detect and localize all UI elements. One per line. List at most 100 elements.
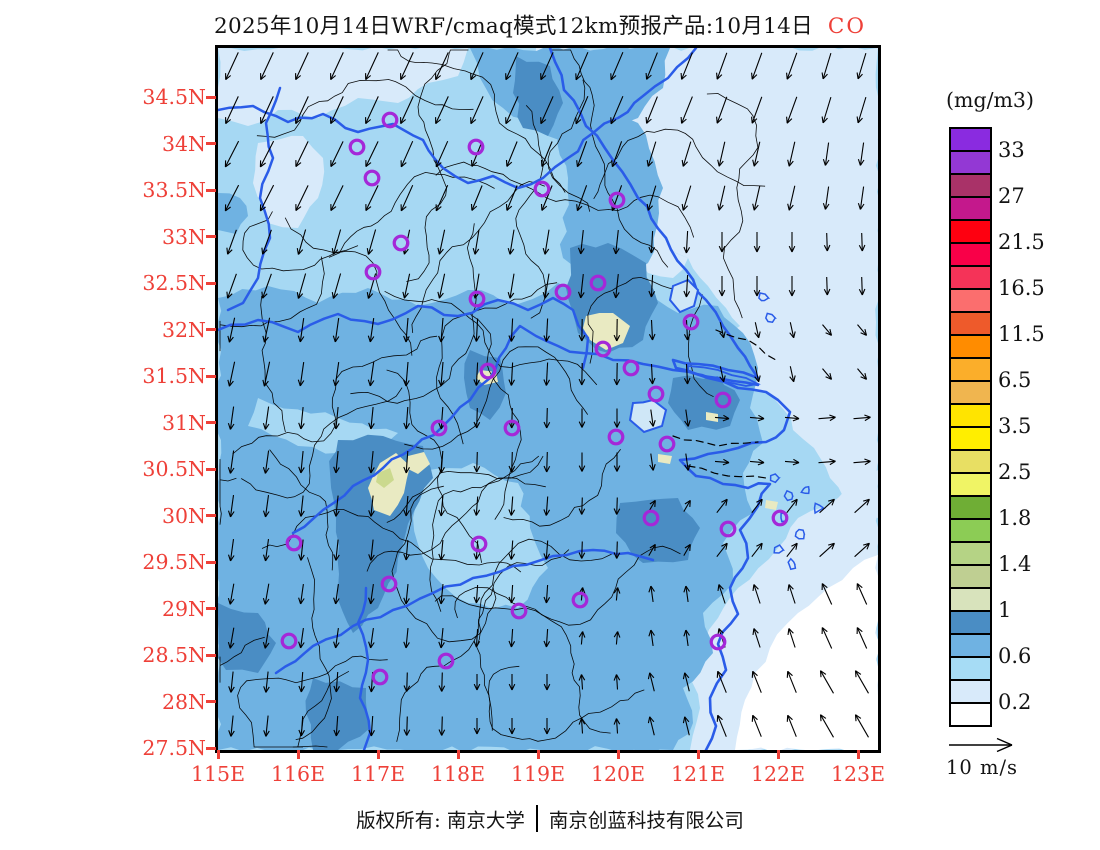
wind-arrow (684, 409, 691, 427)
legend-units-label: (mg/m3) (946, 88, 1034, 112)
dark-patch (668, 375, 740, 430)
wind-arrow (854, 542, 870, 558)
page-title: 2025年10月14日WRF/cmaq模式12km预报产品:10月14日 CO (0, 9, 1080, 40)
wind-arrow (403, 495, 410, 517)
island-outline (813, 502, 826, 515)
legend-cell (951, 382, 990, 405)
footer-divider (535, 805, 538, 832)
station-marker (285, 534, 303, 552)
lat-tick-label: 30.5N (142, 457, 206, 481)
legend-cell (951, 428, 990, 451)
wind-arrow (473, 407, 481, 429)
province-border-blue (356, 586, 372, 750)
county-boundary-line (261, 509, 522, 573)
station-marker (503, 419, 521, 437)
wind-arrow (508, 540, 516, 560)
wind-arrow (508, 628, 516, 648)
wind-arrow (612, 274, 620, 299)
wind-arrow (402, 273, 411, 299)
legend-tick-label: 21.5 (998, 230, 1045, 254)
wind-arrow (648, 629, 655, 646)
station-marker (381, 111, 399, 129)
wind-arrow (718, 276, 726, 297)
wind-arrow (365, 96, 379, 125)
lat-tick (206, 328, 216, 331)
wind-arrow (259, 184, 275, 212)
wind-arrow (470, 52, 484, 81)
station-marker (533, 180, 551, 198)
wind-arrow (749, 414, 765, 422)
wind-arrow (856, 96, 867, 124)
wind-arrow (789, 366, 796, 383)
wind-arrow (754, 322, 761, 339)
wind-arrow (261, 229, 272, 255)
wind-arrow (613, 718, 621, 734)
wind-arrow (298, 451, 305, 474)
wind-arrow (787, 185, 796, 211)
wind-arrow (435, 184, 449, 212)
beige-spot (706, 412, 718, 422)
lat-tick-label: 31.5N (142, 364, 206, 388)
wind-arrow (330, 141, 344, 168)
wind-arrow (473, 451, 481, 473)
station-marker (589, 274, 607, 292)
wind-arrow (473, 584, 481, 604)
wind-arrow (295, 141, 309, 168)
wind-arrow (752, 584, 761, 604)
legend-cell (951, 658, 990, 681)
wind-arrow (751, 670, 762, 693)
wind-arrow (366, 229, 377, 255)
station-marker (607, 428, 625, 446)
wind-arrow (505, 185, 518, 211)
lon-tick-label: 115E (190, 762, 246, 786)
wind-arrow (227, 627, 235, 649)
wind-arrow (365, 52, 379, 81)
station-marker (608, 191, 626, 209)
county-boundary-line (384, 290, 598, 386)
wind-arrow (613, 497, 621, 515)
wind-arrow (719, 322, 726, 339)
wind-arrow (400, 52, 414, 81)
wind-arrow (822, 324, 833, 336)
legend-cell (951, 267, 990, 290)
wind-arrow (438, 495, 445, 517)
legend-cell (951, 405, 990, 428)
wind-arrow (786, 542, 798, 558)
wind-arrow (578, 718, 586, 734)
wind-arrow (508, 718, 516, 735)
beige-spot (368, 453, 410, 516)
wind-arrow (543, 407, 551, 429)
county-boundary-line (503, 449, 621, 527)
wind-arrow (473, 318, 480, 342)
wind-arrow (403, 317, 410, 343)
medium-patch-west-edge (218, 193, 248, 234)
wind-arrow (784, 414, 800, 422)
wind-arrow (508, 584, 516, 604)
beige-spot (658, 454, 672, 464)
wind-arrow (227, 450, 235, 474)
wind-arrow (853, 458, 871, 466)
legend-cell (951, 681, 990, 704)
county-boundary-line (547, 79, 591, 212)
wind-arrow (224, 140, 240, 168)
wind-arrow (648, 274, 656, 298)
wind-arrow (752, 628, 761, 648)
lat-tick-label: 33N (161, 224, 206, 249)
wind-arrow (683, 363, 691, 385)
wind-arrow (819, 542, 835, 558)
wind-arrow (683, 274, 691, 298)
wind-arrow (819, 714, 834, 738)
lat-tick-label: 29N (161, 596, 206, 621)
wind-arrow (752, 185, 761, 211)
county-boundary-line (436, 282, 558, 445)
wind-arrow (472, 229, 480, 255)
wind-arrow (822, 368, 833, 380)
wind-arrow (784, 458, 800, 466)
wind-arrow (751, 498, 763, 514)
wind-arrow (333, 407, 340, 430)
lake-outline (628, 398, 668, 434)
wind-arrow (228, 715, 235, 737)
wind-arrow (821, 627, 833, 649)
wind-arrow (403, 672, 411, 692)
